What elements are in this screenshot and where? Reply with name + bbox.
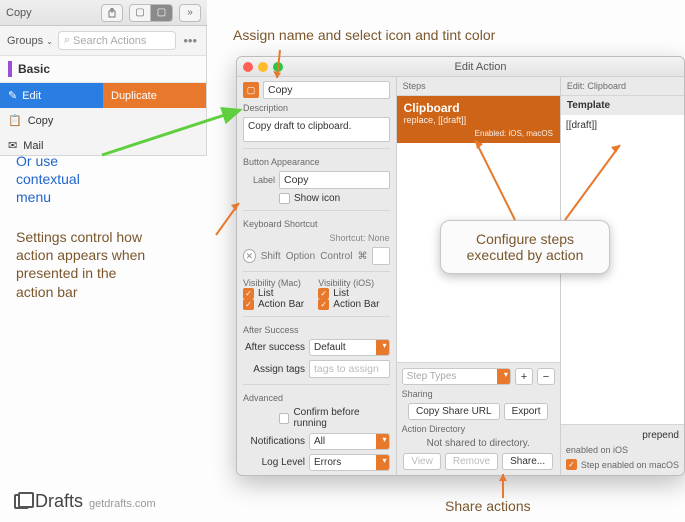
add-step-button[interactable]: + xyxy=(515,368,533,385)
assign-tags-field[interactable]: tags to assign xyxy=(309,360,390,378)
action-dir-label: Action Directory xyxy=(402,424,555,434)
view-right-icon[interactable]: ▢ xyxy=(151,4,173,22)
sidebar-item-copy[interactable]: 📋Copy xyxy=(0,108,206,133)
confirm-label: Confirm before running xyxy=(293,407,389,429)
after-success-select[interactable]: Default xyxy=(309,339,390,356)
mod-option[interactable]: Option xyxy=(286,251,315,262)
action-settings-panel: ▢ Copy Description Copy draft to clipboa… xyxy=(237,77,397,475)
vis-ios-label: Visibility (iOS) xyxy=(318,278,389,288)
name-field[interactable]: Copy xyxy=(263,81,390,99)
mac-bar-checkbox[interactable]: ✓ xyxy=(243,299,254,310)
zoom-icon[interactable] xyxy=(273,62,283,72)
window-toolbar: Copy ▢ ▢ » xyxy=(0,0,207,26)
step-enabled: Enabled: iOS, macOS xyxy=(404,129,553,138)
view-left-icon[interactable]: ▢ xyxy=(129,4,151,22)
not-shared-text: Not shared to directory. xyxy=(402,438,555,449)
sharing-label: Sharing xyxy=(402,389,555,399)
anno-contextual: Or usecontextualmenu xyxy=(16,152,80,207)
after-success-label: After success xyxy=(243,342,305,353)
edit-step-header: Edit: Clipboard xyxy=(561,77,684,96)
close-icon[interactable] xyxy=(243,62,253,72)
sidebar-section-basic[interactable]: Basic xyxy=(0,56,206,83)
action-icon[interactable]: ▢ xyxy=(243,82,259,98)
step-edit-panel: Edit: Clipboard Template [[draft]] prepe… xyxy=(561,77,684,475)
show-icon-checkbox[interactable] xyxy=(279,193,290,204)
pencil-icon: ✎ xyxy=(8,89,17,102)
mac-bar-label: Action Bar xyxy=(258,299,304,310)
enabled-mac-label: Step enabled on macOS xyxy=(581,460,679,470)
anno-settings: Settings control howaction appears whenp… xyxy=(16,228,145,301)
prepend-label: prepend xyxy=(642,430,679,441)
step-sub: replace, [[draft]] xyxy=(404,115,553,125)
loglevel-label: Log Level xyxy=(243,457,305,468)
assign-tags-label: Assign tags xyxy=(243,364,305,375)
export-button[interactable]: Export xyxy=(504,403,549,420)
label-label: Label xyxy=(243,175,275,185)
search-input[interactable]: ⌕Search Actions xyxy=(58,31,177,50)
callout-configure: Configure stepsexecuted by action xyxy=(440,220,610,274)
groups-dropdown[interactable]: Groups ⌄ xyxy=(7,35,53,47)
more-icon[interactable]: ••• xyxy=(181,33,199,48)
drafts-name: Drafts xyxy=(35,491,83,512)
mac-list-checkbox[interactable]: ✓ xyxy=(243,288,254,299)
editor-title: Edit Action xyxy=(283,61,678,73)
group-marker xyxy=(8,61,12,77)
advanced-section: Advanced xyxy=(243,391,390,403)
notifications-select[interactable]: All xyxy=(309,433,390,450)
drafts-logo: Drafts getdrafts.com xyxy=(14,491,156,512)
clipboard-icon: 📋 xyxy=(8,114,22,127)
ios-list-checkbox[interactable]: ✓ xyxy=(318,288,329,299)
shortcut-key-field[interactable] xyxy=(372,247,389,265)
appearance-label: Button Appearance xyxy=(243,155,390,167)
share-button[interactable]: Share... xyxy=(502,453,553,470)
label-field[interactable]: Copy xyxy=(279,171,390,189)
mod-control[interactable]: Control xyxy=(320,251,352,262)
context-duplicate[interactable]: Duplicate xyxy=(103,83,206,108)
search-icon: ⌕ xyxy=(64,34,70,47)
vis-mac-label: Visibility (Mac) xyxy=(243,278,314,288)
enabled-mac-checkbox[interactable]: ✓ xyxy=(566,459,577,470)
view-button[interactable]: View xyxy=(403,453,441,470)
clear-shortcut-icon[interactable]: ✕ xyxy=(243,249,256,263)
loglevel-select[interactable]: Errors xyxy=(309,454,390,471)
mac-list-label: List xyxy=(258,288,274,299)
notifications-label: Notifications xyxy=(243,436,305,447)
step-clipboard[interactable]: Clipboard replace, [[draft]] Enabled: iO… xyxy=(397,96,560,143)
share-icon[interactable] xyxy=(101,4,123,22)
mod-command[interactable]: ⌘ xyxy=(357,251,367,262)
steps-panel: Steps Clipboard replace, [[draft]] Enabl… xyxy=(397,77,561,475)
after-success-section: After Success xyxy=(243,323,390,335)
shortcut-none: Shortcut: None xyxy=(243,233,390,243)
mail-icon: ✉ xyxy=(8,139,17,152)
anno-assign: Assign name and select icon and tint col… xyxy=(233,26,495,44)
steps-header: Steps xyxy=(397,77,560,96)
keyboard-label: Keyboard Shortcut xyxy=(243,217,390,229)
anno-share: Share actions xyxy=(445,497,531,515)
drafts-url: getdrafts.com xyxy=(89,498,156,510)
drafts-icon xyxy=(14,494,29,509)
step-types-select[interactable]: Step Types xyxy=(402,368,511,385)
context-edit[interactable]: ✎Edit xyxy=(0,83,103,108)
window-title: Copy xyxy=(6,7,32,19)
confirm-checkbox[interactable] xyxy=(279,413,289,424)
minimize-icon[interactable] xyxy=(258,62,268,72)
mod-shift[interactable]: Shift xyxy=(261,251,281,262)
ios-bar-checkbox[interactable]: ✓ xyxy=(318,299,329,310)
show-icon-label: Show icon xyxy=(294,193,340,204)
remove-step-button[interactable]: − xyxy=(537,368,555,385)
ios-list-label: List xyxy=(333,288,349,299)
template-label: Template xyxy=(561,96,684,115)
description-label: Description xyxy=(243,103,390,113)
overflow-icon[interactable]: » xyxy=(179,4,201,22)
actions-sidebar: Groups ⌄ ⌕Search Actions ••• Basic ✎Edit… xyxy=(0,26,207,156)
enabled-ios-label: enabled on iOS xyxy=(566,445,628,455)
traffic-lights[interactable] xyxy=(243,62,283,72)
ios-bar-label: Action Bar xyxy=(333,299,379,310)
remove-button[interactable]: Remove xyxy=(445,453,498,470)
step-title: Clipboard xyxy=(404,101,553,115)
copy-share-url-button[interactable]: Copy Share URL xyxy=(408,403,500,420)
description-field[interactable]: Copy draft to clipboard. xyxy=(243,117,390,142)
